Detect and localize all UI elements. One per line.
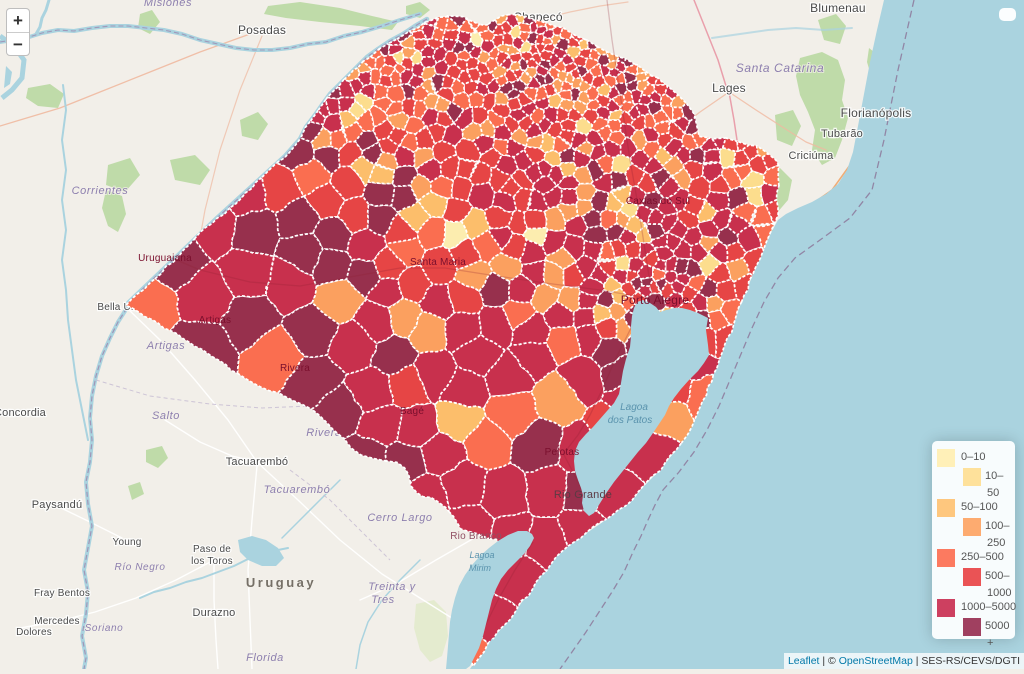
svg-text:Lages: Lages [712,81,746,95]
svg-text:Soriano: Soriano [85,623,124,634]
svg-text:dos Patos: dos Patos [608,415,652,426]
svg-text:Durazno: Durazno [193,607,236,619]
svg-text:los Toros: los Toros [191,556,233,567]
svg-text:Lagoa: Lagoa [620,402,648,413]
svg-text:Blumenau: Blumenau [810,1,866,15]
svg-text:Criciúma: Criciúma [789,150,835,162]
svg-text:Young: Young [113,537,142,548]
svg-text:Treinta y: Treinta y [368,581,416,593]
svg-text:Paysandú: Paysandú [32,499,83,511]
svg-text:Tubarão: Tubarão [821,128,863,140]
svg-text:Uruguay: Uruguay [246,575,316,590]
svg-text:Artigas: Artigas [199,315,232,326]
svg-text:Salto: Salto [152,410,180,422]
svg-text:Artigas: Artigas [146,340,185,352]
svg-text:Misiones: Misiones [144,0,192,9]
svg-text:Porto Alegre: Porto Alegre [621,293,690,307]
svg-text:Fray Bentos: Fray Bentos [34,588,90,599]
svg-text:Florida: Florida [246,652,284,664]
svg-text:Tres: Tres [371,594,395,606]
svg-text:Uruguaiana: Uruguaiana [138,253,192,264]
svg-text:Paso de: Paso de [193,544,231,555]
svg-text:Posadas: Posadas [238,23,286,37]
svg-text:Concordia: Concordia [0,407,47,419]
svg-text:Santa Catarina: Santa Catarina [736,61,824,75]
svg-text:Tacuarembó: Tacuarembó [264,484,331,496]
svg-text:Rivera: Rivera [280,363,310,374]
svg-text:Lagoa: Lagoa [469,550,494,560]
svg-text:Mirim: Mirim [469,563,491,573]
svg-text:Cerro Largo: Cerro Largo [367,512,432,524]
svg-text:Rio Branco: Rio Branco [450,531,502,542]
svg-text:Dolores: Dolores [16,627,52,638]
svg-text:Pelotas: Pelotas [545,447,580,458]
svg-text:Florianópolis: Florianópolis [841,106,912,120]
svg-text:Tacuarembó: Tacuarembó [226,456,289,468]
svg-text:Caxias do Sul: Caxias do Sul [626,196,690,207]
svg-text:Río Negro: Río Negro [115,562,166,573]
svg-text:Rio Grande: Rio Grande [554,489,612,501]
svg-text:Bagé: Bagé [400,406,424,417]
svg-text:Mercedes: Mercedes [34,616,80,627]
svg-text:Corrientes: Corrientes [72,185,129,197]
svg-text:Santa Maria: Santa Maria [410,257,466,268]
